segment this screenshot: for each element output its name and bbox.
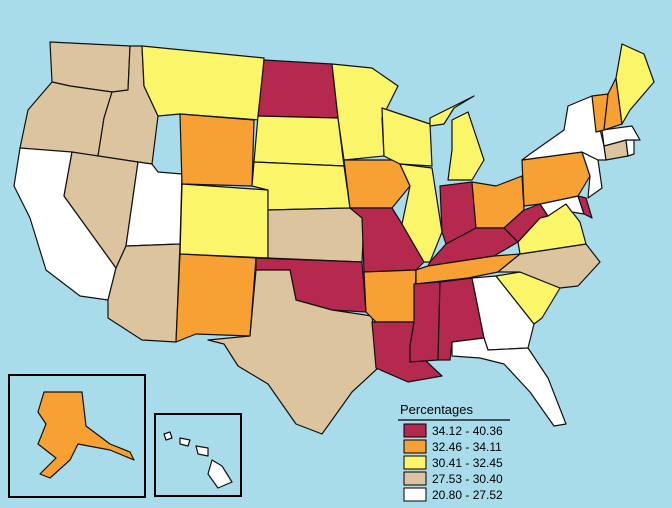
legend-item-1: 32.46 - 34.11 bbox=[403, 439, 502, 454]
new-mexico bbox=[175, 253, 257, 343]
legend-title: Percentages bbox=[400, 402, 473, 417]
legend-label-0: 34.12 - 40.36 bbox=[432, 424, 503, 438]
south-dakota bbox=[253, 115, 345, 167]
michigan bbox=[429, 95, 485, 181]
alaska-inset-frame bbox=[8, 374, 146, 498]
oregon bbox=[19, 81, 113, 157]
legend-item-0: 34.12 - 40.36 bbox=[403, 423, 503, 438]
maine bbox=[615, 43, 655, 125]
iowa bbox=[343, 159, 411, 209]
montana bbox=[141, 45, 265, 121]
florida bbox=[451, 337, 567, 427]
legend-item-2: 30.41 - 32.45 bbox=[403, 455, 503, 470]
hawaii bbox=[163, 431, 233, 489]
hawaii-island-3 bbox=[195, 445, 209, 457]
legend-label-3: 27.53 - 30.40 bbox=[432, 472, 503, 486]
delaware bbox=[577, 195, 593, 219]
kansas bbox=[267, 207, 365, 263]
alaska bbox=[37, 391, 135, 479]
north-dakota bbox=[257, 59, 339, 119]
legend: Percentages 34.12 - 40.36 32.46 - 34.11 … bbox=[398, 402, 510, 502]
colorado bbox=[179, 183, 269, 259]
legend-item-3: 27.53 - 30.40 bbox=[403, 471, 503, 486]
texas bbox=[207, 269, 379, 435]
missouri bbox=[349, 207, 425, 273]
hawaii-inset-frame bbox=[154, 413, 242, 497]
legend-item-4: 20.80 - 27.52 bbox=[403, 487, 503, 502]
hawaii-island-4 bbox=[207, 459, 233, 489]
arkansas bbox=[363, 269, 417, 323]
mississippi bbox=[409, 281, 441, 363]
hawaii-island-2 bbox=[179, 437, 191, 447]
legend-label-2: 30.41 - 32.45 bbox=[432, 456, 503, 470]
wisconsin bbox=[381, 107, 433, 167]
rhode-island bbox=[625, 139, 635, 157]
legend-label-1: 32.46 - 34.11 bbox=[432, 440, 502, 454]
legend-label-4: 20.80 - 27.52 bbox=[432, 488, 503, 502]
wyoming bbox=[179, 113, 255, 187]
hawaii-island-1 bbox=[163, 431, 173, 441]
south-carolina bbox=[495, 271, 561, 325]
illinois bbox=[399, 163, 443, 263]
massachusetts bbox=[601, 125, 641, 147]
